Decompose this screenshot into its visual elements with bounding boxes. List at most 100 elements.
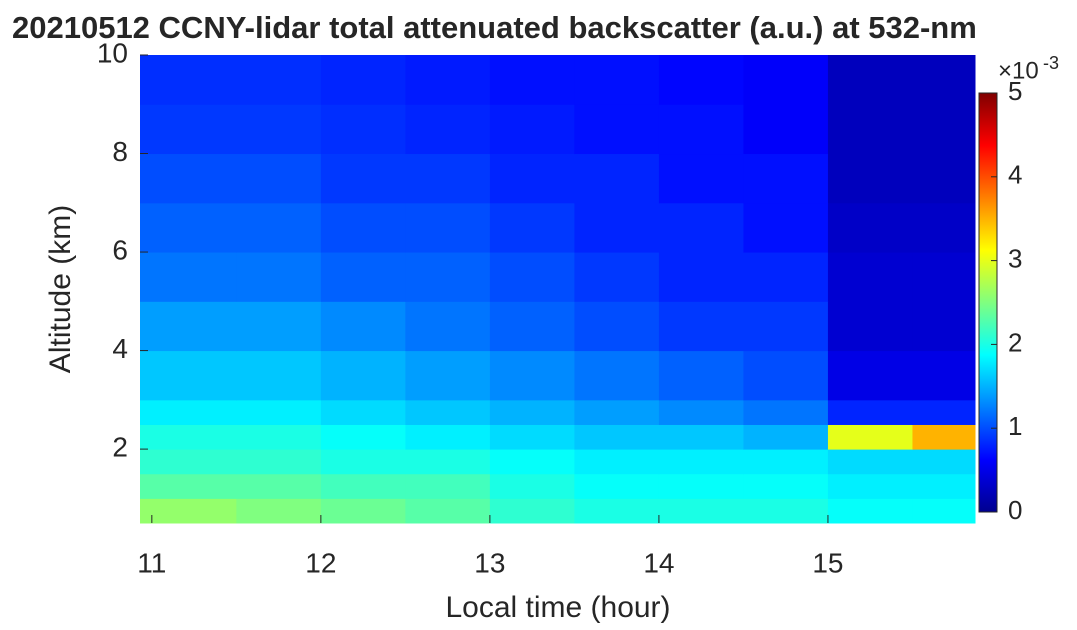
heatmap-cell [236, 498, 322, 524]
heatmap-cell [574, 55, 660, 105]
heatmap-cell [743, 252, 829, 302]
heatmap-cell [236, 202, 322, 253]
heatmap-cell [489, 424, 575, 450]
heatmap-cell [743, 399, 829, 425]
heatmap-cell [236, 473, 322, 499]
heatmap-cell [574, 104, 660, 155]
x-tick-label: 14 [643, 547, 674, 578]
heatmap-cell [574, 498, 660, 524]
heatmap-cell [912, 498, 976, 524]
heatmap-cell [320, 399, 406, 425]
x-tick-label: 12 [305, 547, 336, 578]
heatmap-cell [140, 55, 237, 105]
heatmap-cell [489, 153, 575, 204]
heatmap-cell [658, 301, 744, 352]
colorbar [978, 92, 998, 513]
heatmap-cell [405, 104, 491, 155]
heatmap-cell [827, 153, 913, 204]
heatmap-cell [405, 449, 491, 475]
heatmap-cell [574, 202, 660, 253]
heatmap-cell [912, 55, 976, 105]
y-tick-label: 8 [112, 136, 128, 167]
heatmap-cell [236, 399, 322, 425]
heatmap-cell [405, 252, 491, 302]
heatmap-cell [236, 350, 322, 401]
x-tick-label: 11 [137, 547, 166, 578]
colorbar-label: ×10 [998, 57, 1039, 84]
heatmap-cell [320, 498, 406, 524]
heatmap-cell [827, 202, 913, 253]
heatmap-cell [140, 399, 237, 425]
heatmap-cell [405, 424, 491, 450]
heatmap-cell [140, 202, 237, 253]
heatmap-cell [140, 424, 237, 450]
heatmap-cell [236, 153, 322, 204]
colorbar-tick-label: 5 [1008, 76, 1022, 106]
heatmap-cell [912, 473, 976, 499]
heatmap-cell [827, 104, 913, 155]
heatmap-cell [140, 350, 237, 401]
heatmap-cell [320, 301, 406, 352]
heatmap-cell [405, 350, 491, 401]
heatmap-cell [658, 55, 744, 105]
heatmap-cell [658, 498, 744, 524]
heatmap-cell [405, 473, 491, 499]
x-tick-label: 15 [812, 547, 843, 578]
heatmap-cell [658, 473, 744, 499]
heatmap-cell [489, 55, 575, 105]
heatmap-cell [320, 449, 406, 475]
heatmap-cell [743, 449, 829, 475]
heatmap-cell [320, 473, 406, 499]
heatmap-cell [658, 202, 744, 253]
heatmap-cell [912, 301, 976, 352]
heatmap-cell [140, 301, 237, 352]
heatmap-cell [405, 153, 491, 204]
heatmap-cell [236, 252, 322, 302]
heatmap-cell [743, 153, 829, 204]
heatmap-cell [658, 350, 744, 401]
y-tick-label: 4 [112, 333, 128, 364]
colorbar-tick-label: 0 [1008, 495, 1022, 525]
heatmap-cell [405, 399, 491, 425]
heatmap-cell [912, 350, 976, 401]
heatmap-cell [912, 449, 976, 475]
heatmap-cell [320, 153, 406, 204]
heatmap-cell [236, 301, 322, 352]
heatmap-cell [574, 449, 660, 475]
x-axis-label: Local time (hour) [445, 591, 670, 624]
heatmap-cell [489, 498, 575, 524]
heatmap-cell [658, 104, 744, 155]
heatmap-cell [489, 350, 575, 401]
heatmap-cell [743, 350, 829, 401]
heatmap-cell [912, 399, 976, 425]
heatmap-cell [827, 301, 913, 352]
heatmap-cell [743, 424, 829, 450]
heatmap-cell [912, 252, 976, 302]
colorbar-tick-label: 1 [1008, 411, 1022, 441]
heatmap-cell [236, 424, 322, 450]
heatmap-cell [140, 104, 237, 155]
heatmap-cell [743, 301, 829, 352]
heatmap-cell [912, 424, 976, 450]
x-tick-label: 13 [474, 547, 505, 578]
heatmap-cell [320, 252, 406, 302]
heatmap-cell [320, 350, 406, 401]
y-tick-label: 6 [112, 234, 128, 265]
heatmap-cell [827, 498, 913, 524]
heatmap-cell [912, 153, 976, 204]
heatmap-cell [827, 399, 913, 425]
heatmap-cell [743, 498, 829, 524]
heatmap-cell [320, 424, 406, 450]
colorbar-exponent: -3 [1043, 53, 1059, 73]
heatmap-cell [658, 252, 744, 302]
y-tick-label: 2 [112, 431, 128, 462]
heatmap-cell [574, 301, 660, 352]
heatmap-cell [405, 301, 491, 352]
heatmap-cell [827, 449, 913, 475]
heatmap-cell [489, 301, 575, 352]
heatmap-cell [236, 104, 322, 155]
colorbar-tick-label: 3 [1008, 243, 1022, 273]
chart-title: 20210512 CCNY-lidar total attenuated bac… [12, 10, 977, 45]
heatmap-cell [658, 399, 744, 425]
heatmap-cell [489, 104, 575, 155]
